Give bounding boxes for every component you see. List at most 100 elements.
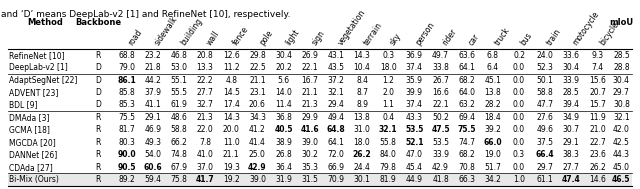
Text: person: person (414, 21, 437, 47)
Text: 0.3: 0.3 (382, 51, 394, 60)
Text: 0.2: 0.2 (513, 51, 525, 60)
Text: 61.1: 61.1 (537, 175, 554, 184)
Text: 37.5: 37.5 (537, 138, 554, 147)
Text: 16.7: 16.7 (301, 76, 318, 85)
Text: 18.4: 18.4 (484, 113, 501, 122)
Text: 46.8: 46.8 (170, 51, 188, 60)
Text: 23.6: 23.6 (589, 150, 606, 159)
Text: 27.6: 27.6 (537, 113, 554, 122)
Text: 21.1: 21.1 (249, 76, 266, 85)
Text: 41.2: 41.2 (249, 125, 266, 134)
Text: 12.6: 12.6 (223, 51, 239, 60)
Text: 0.0: 0.0 (513, 101, 525, 109)
Text: 0.0: 0.0 (513, 138, 525, 147)
Text: 10.4: 10.4 (354, 63, 371, 72)
Text: 45.4: 45.4 (406, 163, 423, 172)
Text: 44.3: 44.3 (613, 150, 630, 159)
Text: 53.0: 53.0 (170, 63, 188, 72)
Text: 27.7: 27.7 (196, 88, 214, 97)
Text: 49.4: 49.4 (328, 113, 344, 122)
Text: train: train (545, 27, 563, 47)
Text: 8.7: 8.7 (356, 88, 368, 97)
Text: 32.1: 32.1 (379, 125, 397, 134)
Text: 8.9: 8.9 (356, 101, 368, 109)
Text: 40.5: 40.5 (275, 125, 293, 134)
Text: fence: fence (231, 25, 251, 47)
Text: 4.8: 4.8 (225, 76, 237, 85)
Text: DeepLab-v2 [1]: DeepLab-v2 [1] (9, 63, 68, 72)
Text: 36.4: 36.4 (275, 163, 292, 172)
Text: CDAda [27]: CDAda [27] (9, 163, 52, 172)
Text: 70.8: 70.8 (458, 163, 475, 172)
Text: 81.9: 81.9 (380, 175, 397, 184)
Text: sidewalk: sidewalk (153, 15, 179, 47)
Text: 30.7: 30.7 (563, 125, 580, 134)
Text: 9.3: 9.3 (591, 51, 604, 60)
Text: vegetation: vegetation (336, 8, 367, 47)
Text: 0.0: 0.0 (513, 76, 525, 85)
Text: 90.0: 90.0 (117, 150, 136, 159)
Text: 34.9: 34.9 (563, 113, 580, 122)
Text: 79.0: 79.0 (118, 63, 135, 72)
Text: 51.7: 51.7 (484, 163, 501, 172)
Text: car: car (467, 32, 481, 47)
Text: 64.1: 64.1 (328, 138, 344, 147)
Text: R: R (95, 113, 101, 122)
Text: 11.0: 11.0 (223, 138, 239, 147)
Text: mIoU: mIoU (609, 18, 634, 27)
Text: 43.3: 43.3 (406, 113, 423, 122)
Text: 1.2: 1.2 (382, 76, 394, 85)
Text: sky: sky (388, 32, 403, 47)
Text: 45.1: 45.1 (484, 76, 501, 85)
Text: 14.3: 14.3 (223, 113, 240, 122)
Text: 47.7: 47.7 (537, 101, 554, 109)
Text: 37.9: 37.9 (144, 88, 161, 97)
Text: 26.2: 26.2 (589, 163, 606, 172)
Text: ADVENT [23]: ADVENT [23] (9, 88, 58, 97)
Text: 37.4: 37.4 (406, 101, 423, 109)
Text: wall: wall (205, 29, 221, 47)
Text: terrain: terrain (362, 21, 385, 47)
Text: 46.9: 46.9 (144, 125, 161, 134)
Text: 90.5: 90.5 (117, 163, 136, 172)
Text: R: R (95, 163, 101, 172)
Text: 25.0: 25.0 (249, 150, 266, 159)
Text: 81.7: 81.7 (118, 125, 135, 134)
Text: BDL [9]: BDL [9] (9, 101, 38, 109)
Text: 26.2: 26.2 (353, 150, 371, 159)
Text: 7.8: 7.8 (199, 138, 211, 147)
Text: D: D (95, 63, 101, 72)
Text: 68.8: 68.8 (118, 51, 135, 60)
Text: 50.1: 50.1 (537, 76, 554, 85)
Text: MGCDA [20]: MGCDA [20] (9, 138, 56, 147)
Text: 29.8: 29.8 (249, 51, 266, 60)
Text: 2.0: 2.0 (382, 88, 394, 97)
Text: 29.9: 29.9 (301, 113, 318, 122)
Text: 34.3: 34.3 (249, 113, 266, 122)
Text: 37.4: 37.4 (406, 63, 423, 72)
Text: 18.0: 18.0 (380, 63, 397, 72)
Text: 23.2: 23.2 (145, 51, 161, 60)
Text: 16.6: 16.6 (432, 88, 449, 97)
Text: 13.8: 13.8 (354, 113, 371, 122)
Text: 42.9: 42.9 (248, 163, 267, 172)
Text: 0.0: 0.0 (513, 163, 525, 172)
Text: 39.0: 39.0 (249, 175, 266, 184)
Bar (8, 173, 632, 186)
Text: 26.9: 26.9 (301, 51, 318, 60)
Text: 68.2: 68.2 (458, 150, 475, 159)
Text: 46.5: 46.5 (612, 175, 630, 184)
Text: 33.9: 33.9 (563, 76, 580, 85)
Text: 66.4: 66.4 (536, 150, 554, 159)
Text: 43.1: 43.1 (328, 51, 344, 60)
Text: DMAda [3]: DMAda [3] (9, 113, 49, 122)
Text: 67.9: 67.9 (170, 163, 188, 172)
Text: road: road (127, 28, 144, 47)
Text: 6.4: 6.4 (487, 63, 499, 72)
Text: 20.0: 20.0 (223, 125, 240, 134)
Text: 20.2: 20.2 (275, 63, 292, 72)
Text: 49.3: 49.3 (144, 138, 161, 147)
Text: 48.6: 48.6 (170, 113, 188, 122)
Text: AdaptSegNet [22]: AdaptSegNet [22] (9, 76, 77, 85)
Text: 39.4: 39.4 (563, 101, 580, 109)
